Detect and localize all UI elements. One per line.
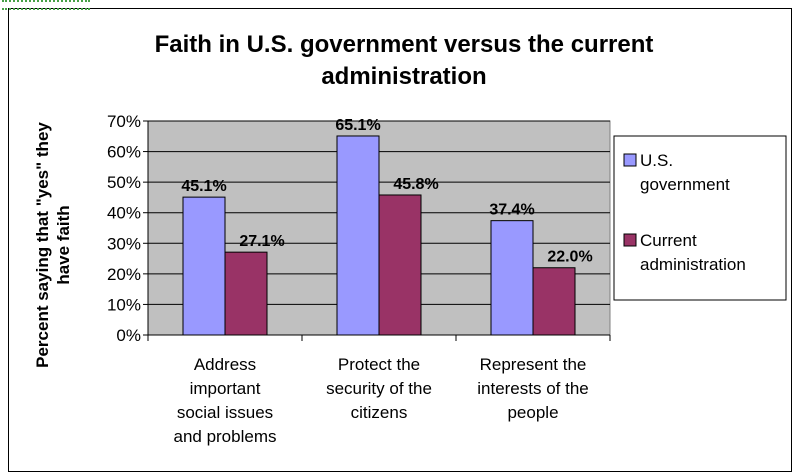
data-label: 45.8% (393, 176, 438, 193)
y-tick-label: 40% (107, 204, 141, 223)
category-label: security of the (326, 379, 432, 398)
legend-label: government (640, 175, 730, 194)
legend-label: U.S. (640, 151, 673, 170)
y-tick-label: 0% (116, 326, 141, 345)
category-label: interests of the (477, 379, 589, 398)
category-labels: Address important social issues and problem… (173, 355, 588, 446)
chart-title-line-2: administration (321, 63, 486, 90)
bar (336, 135, 380, 336)
bars (182, 135, 576, 336)
category-label: social issues (177, 403, 273, 422)
y-tick-labels: 0% 10% 20% 30% 40% 50% 60% 70% (107, 112, 141, 345)
category-label: people (507, 403, 558, 422)
data-labels: 45.1% 27.1% 65.1% 45.8% 37.4% 22.0% (181, 117, 592, 266)
selection-border (2, 0, 90, 10)
y-tick-label: 60% (107, 143, 141, 162)
bar (378, 194, 422, 336)
category-label: Protect the (338, 355, 420, 374)
y-tick-label: 70% (107, 112, 141, 131)
y-tick-label: 30% (107, 234, 141, 253)
y-axis-label-line-2: have faith (54, 205, 73, 284)
bar (532, 267, 576, 336)
bar (224, 251, 268, 336)
y-tick-label: 20% (107, 265, 141, 284)
bar (182, 196, 226, 336)
data-label: 37.4% (489, 202, 534, 219)
chart-title-line-1: Faith in U.S. government versus the curr… (155, 31, 654, 58)
category-label: Represent the (480, 355, 587, 374)
legend-items: U.S. government Current administration (623, 151, 746, 274)
bar (490, 220, 534, 336)
data-label: 65.1% (335, 117, 380, 134)
legend-label: Current (640, 231, 697, 250)
y-axis-label-line-1: Percent saying that "yes" they (33, 122, 52, 368)
data-label: 22.0% (547, 249, 592, 266)
category-label: citizens (351, 403, 408, 422)
legend-swatch (623, 233, 637, 247)
category-label: and problems (173, 427, 276, 446)
category-label: Address (194, 355, 256, 374)
y-tick-label: 50% (107, 173, 141, 192)
y-tick-label: 10% (107, 295, 141, 314)
data-label: 45.1% (181, 178, 226, 195)
data-label: 27.1% (239, 233, 284, 250)
legend (613, 135, 787, 301)
category-label: important (190, 379, 261, 398)
legend-label: administration (640, 255, 746, 274)
legend-swatch (623, 153, 637, 167)
